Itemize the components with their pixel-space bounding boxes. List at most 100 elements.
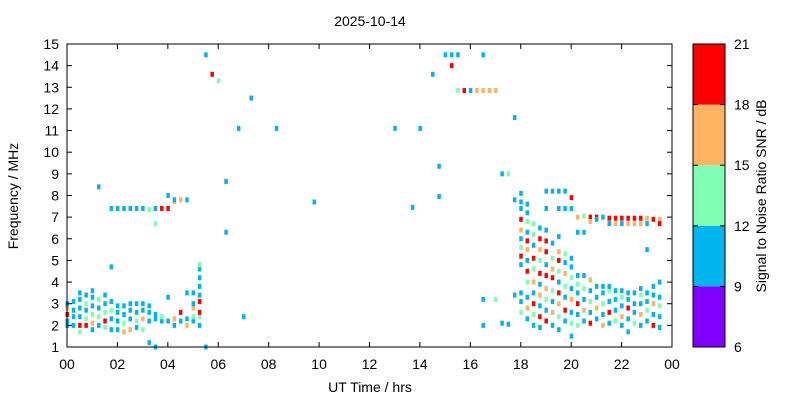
data-point <box>393 125 397 131</box>
data-point <box>563 270 567 276</box>
data-point <box>575 281 580 287</box>
data-point <box>166 318 170 324</box>
data-point <box>607 215 611 221</box>
data-point <box>569 205 574 211</box>
y-tick-label: 9 <box>51 166 59 182</box>
x-tick-label: 00 <box>664 356 680 372</box>
colorbar-label: Signal to Noise Ratio SNR / dB <box>753 100 769 293</box>
data-point <box>569 195 574 201</box>
data-point <box>538 236 542 242</box>
data-point <box>601 214 605 220</box>
data-point <box>525 238 530 244</box>
data-point <box>626 316 630 322</box>
data-point <box>153 316 158 322</box>
data-point <box>582 318 586 324</box>
data-point <box>147 207 151 213</box>
data-point <box>594 283 599 289</box>
colorbar-bin <box>693 225 725 287</box>
data-point <box>512 115 517 121</box>
data-point <box>626 221 630 227</box>
data-point <box>620 314 624 320</box>
data-point <box>594 294 599 300</box>
data-point <box>651 312 656 318</box>
y-tick-label: 7 <box>51 209 59 225</box>
data-point <box>582 307 586 313</box>
data-point <box>569 309 574 315</box>
data-point <box>557 290 561 296</box>
x-tick-label: 00 <box>59 356 75 372</box>
data-point <box>172 322 177 328</box>
data-point <box>638 312 643 318</box>
data-point <box>613 296 618 302</box>
data-point <box>557 249 561 255</box>
data-point <box>122 205 126 211</box>
data-point <box>90 303 95 309</box>
data-point <box>632 309 637 315</box>
data-point <box>141 316 145 322</box>
data-point <box>557 234 561 240</box>
data-point <box>90 327 95 333</box>
data-point <box>544 227 548 233</box>
data-point <box>544 249 548 255</box>
data-point <box>544 296 548 302</box>
data-point <box>525 316 530 322</box>
data-point <box>134 301 139 307</box>
data-point <box>500 171 504 177</box>
data-point <box>506 321 511 327</box>
x-tick-label: 06 <box>210 356 226 372</box>
data-point <box>613 221 618 227</box>
data-point <box>103 301 107 307</box>
data-point <box>449 52 454 58</box>
data-point <box>191 301 196 307</box>
data-point <box>178 197 183 203</box>
data-point <box>197 309 202 315</box>
data-point <box>147 340 151 346</box>
data-point <box>90 294 95 300</box>
data-point <box>645 215 649 221</box>
data-point <box>134 318 139 324</box>
data-point <box>544 188 548 194</box>
data-point <box>494 88 498 94</box>
data-point <box>185 316 189 322</box>
data-point <box>544 318 548 324</box>
data-point <box>538 225 542 231</box>
data-point <box>519 216 523 222</box>
data-point <box>550 275 555 281</box>
data-point <box>531 242 536 248</box>
data-point <box>78 305 82 311</box>
data-point <box>525 294 530 300</box>
data-point <box>550 188 555 194</box>
data-point <box>550 309 555 315</box>
data-point <box>531 322 536 328</box>
data-point <box>563 251 567 257</box>
data-point <box>90 320 95 326</box>
data-point <box>638 286 643 292</box>
chart-title: 2025-10-14 <box>334 13 406 29</box>
data-point <box>103 309 107 315</box>
x-tick-label: 14 <box>412 356 428 372</box>
data-point <box>601 322 605 328</box>
data-point <box>481 52 485 58</box>
y-tick-label: 2 <box>51 317 59 333</box>
data-point <box>134 325 139 331</box>
data-point <box>645 318 649 324</box>
data-point <box>84 316 88 322</box>
x-axis-label: UT Time / hrs <box>328 379 412 395</box>
data-point <box>418 125 422 131</box>
y-tick-label: 3 <box>51 296 59 312</box>
data-point <box>141 301 145 307</box>
data-point <box>645 221 649 227</box>
data-point <box>224 178 228 184</box>
data-point <box>569 275 574 281</box>
y-tick-label: 13 <box>43 79 59 95</box>
data-point <box>141 307 145 313</box>
data-point <box>166 193 170 198</box>
data-point <box>431 71 435 77</box>
data-point <box>613 307 618 313</box>
data-point <box>531 290 536 296</box>
colorbar-bin <box>693 286 725 347</box>
data-point <box>115 205 120 211</box>
data-point <box>588 288 593 294</box>
data-point <box>525 210 530 216</box>
data-point <box>607 299 611 305</box>
